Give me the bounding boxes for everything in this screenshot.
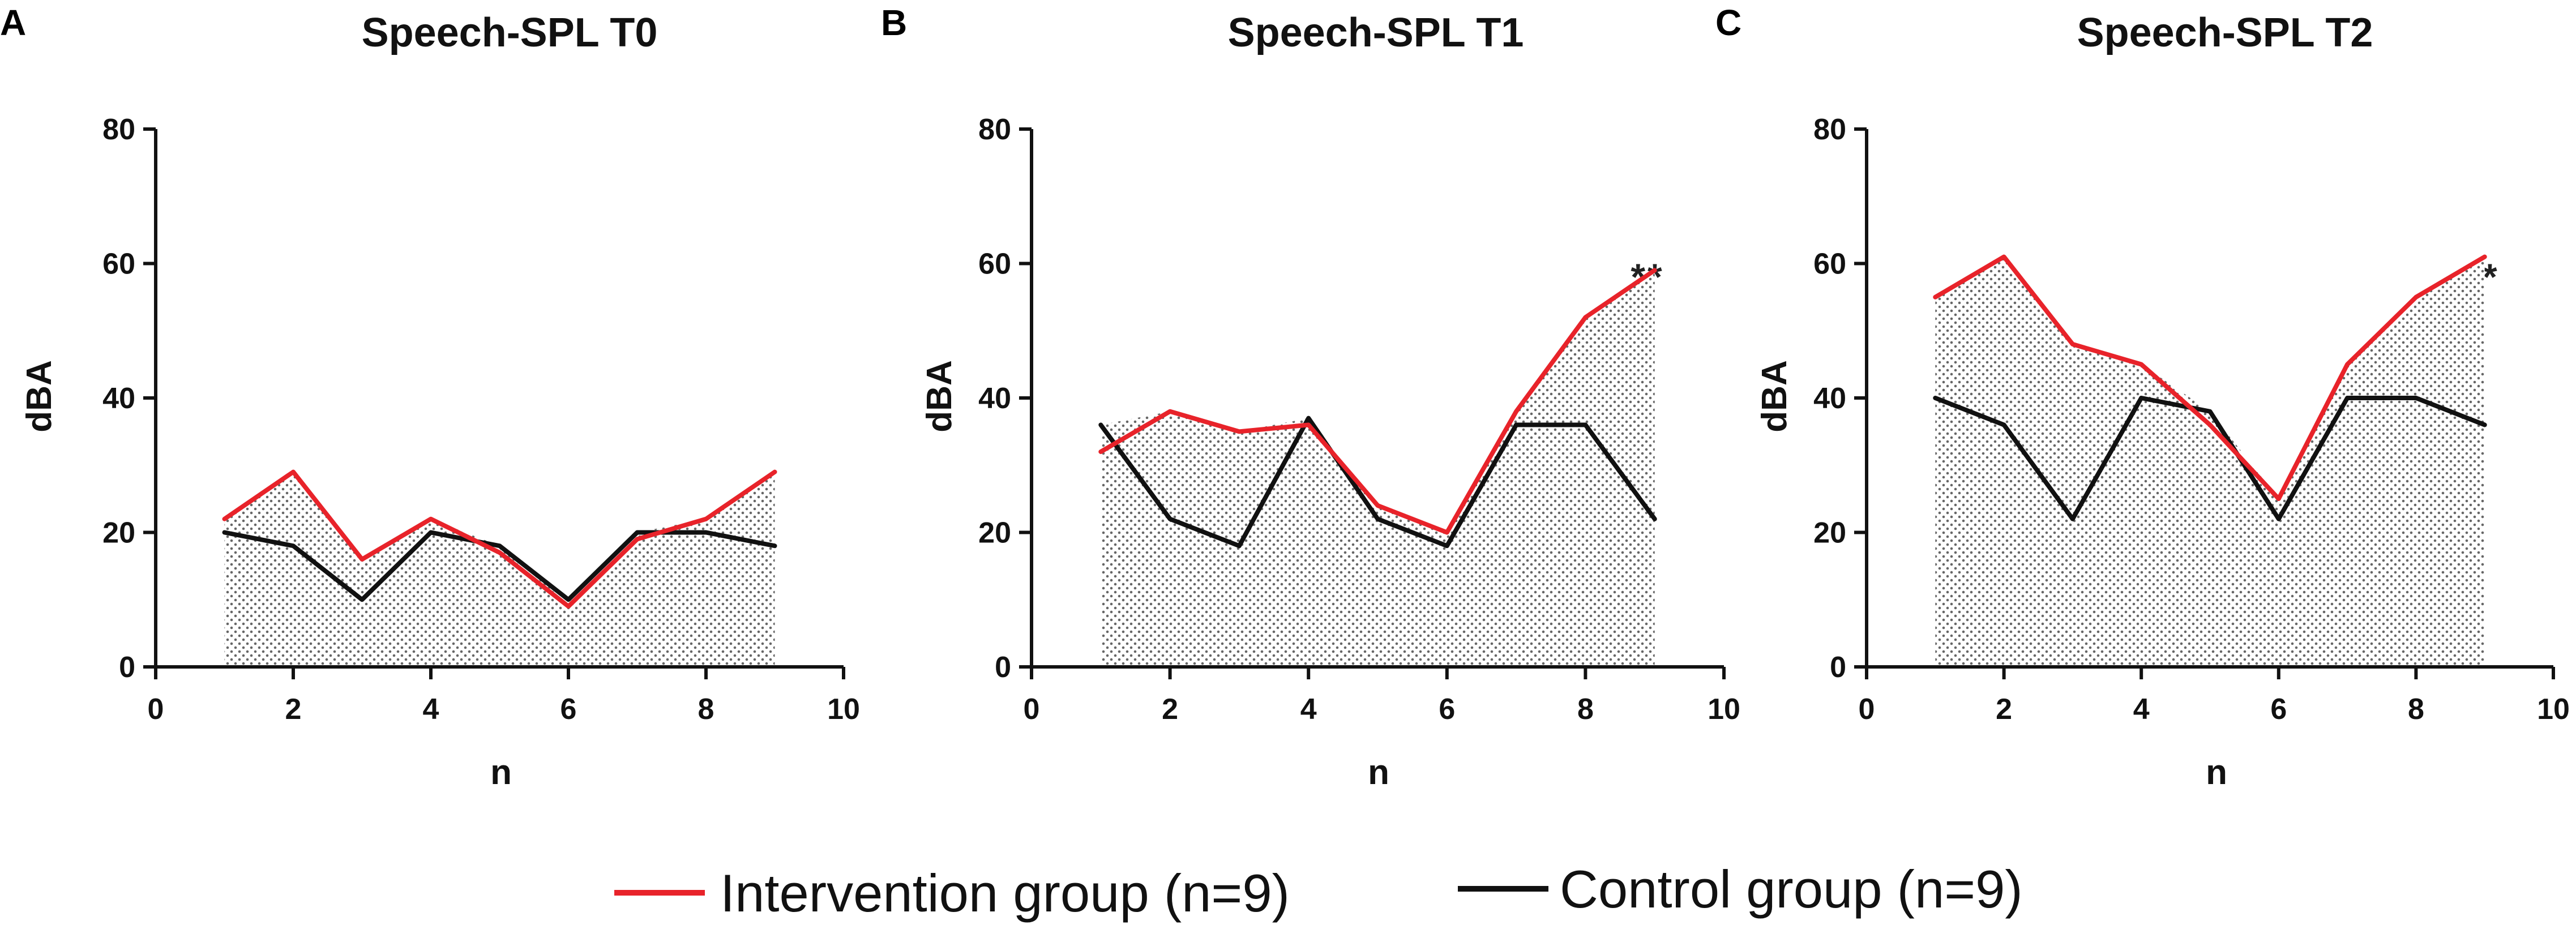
y-tick-label: 40 [1813,382,1846,415]
y-tick-label: 40 [102,382,135,415]
chart-panel-c: C Speech-SPL T2 dBA n ** 020406080024681… [1715,2,2570,792]
y-tick-label: 60 [102,248,135,281]
y-tick-label: 80 [1813,113,1846,146]
panel-letter: A [0,2,26,43]
shaded-area-layer [224,472,775,667]
x-tick-label: 0 [1859,693,1875,726]
chart-title: Speech-SPL T2 [2077,10,2373,55]
x-tick-label: 8 [698,693,714,726]
x-tick-label: 4 [2133,693,2150,726]
shaded-area-layer [1935,256,2485,667]
x-tick-label: 10 [2537,693,2570,726]
x-tick-label: 8 [2408,693,2424,726]
x-tick-label: 2 [285,693,302,726]
y-tick-label: 40 [978,382,1011,415]
x-tick-label: 6 [1439,693,1455,726]
x-tick-label: 6 [2270,693,2287,726]
shaded-area-layer [1101,270,1655,667]
axes: 0 20 40 60 80 0 2 4 6 8 10 [102,113,860,726]
y-tick-label: 80 [102,113,135,146]
y-tick-label: 20 [102,517,135,550]
axes: 0 20 40 60 80 0 2 4 6 8 10 [978,113,1740,726]
legend-label-intervention: Intervention group (n=9) [720,863,1290,923]
x-axis-label: n [1368,753,1389,792]
y-tick-label: 0 [995,651,1011,684]
y-tick-label: 60 [978,248,1011,281]
x-tick-label: 0 [1024,693,1040,726]
shaded-area [224,472,775,667]
series-layer [1933,254,2487,521]
x-axis-label: n [490,753,512,792]
chart-title: Speech-SPL T0 [362,10,658,55]
shaded-area [1935,256,2485,667]
x-tick-label: 8 [1577,693,1594,726]
chart-panel-a: A Speech-SPL T0 dBA n 0 20 40 60 80 0 2 4 6 8 10 [0,2,860,792]
axes: 0 20 40 60 80 0 2 4 6 8 10 [1813,113,2570,726]
y-axis-label: dBA [1755,360,1794,432]
series-layer [222,469,777,609]
x-axis-label: n [2206,753,2227,792]
y-tick-label: 20 [978,517,1011,550]
panel-letter: C [1715,2,1741,43]
x-tick-label: 4 [423,693,439,726]
legend-label-control: Control group (n=9) [1560,859,2023,919]
x-tick-label: 4 [1300,693,1317,726]
x-tick-label: 10 [827,693,860,726]
y-tick-label: 80 [978,113,1011,146]
panel-letter: B [881,2,907,43]
x-tick-label: 0 [148,693,164,726]
y-tick-label: 60 [1813,248,1846,281]
x-tick-label: 2 [1162,693,1178,726]
x-tick-label: 6 [560,693,577,726]
y-tick-label: 0 [1830,651,1846,684]
y-tick-label: 0 [119,651,135,684]
y-axis-label: dBA [20,360,59,432]
shaded-area [1101,270,1655,667]
y-axis-label: dBA [920,360,959,432]
y-tick-label: 20 [1813,517,1846,550]
chart-panel-b: B Speech-SPL T1 dBA n ** 020406080024681… [881,2,1740,792]
x-tick-label: 10 [1708,693,1740,726]
chart-title: Speech-SPL T1 [1228,10,1524,55]
series-layer [1098,268,1657,549]
x-tick-label: 2 [1996,693,2012,726]
legend: Intervention group (n=9) Control group (… [614,859,2023,923]
